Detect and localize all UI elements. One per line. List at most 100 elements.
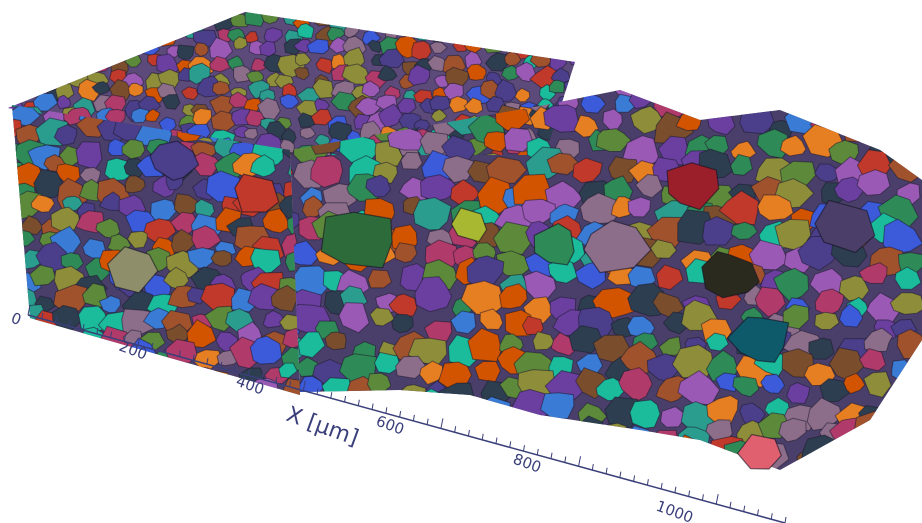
minor-tick: [509, 441, 512, 448]
grain: [312, 12, 334, 27]
minor-tick: [770, 513, 773, 520]
grain: [263, 27, 283, 45]
grain: [8, 81, 17, 99]
grain: [471, 449, 501, 470]
minor-tick: [688, 490, 691, 497]
grain: [452, 12, 473, 14]
minor-tick: [385, 407, 388, 414]
minor-tick: [426, 418, 429, 425]
grain: [498, 12, 519, 21]
grain: [434, 0, 456, 10]
grain: [881, 420, 920, 451]
grain: [56, 359, 89, 385]
grain: [37, 12, 60, 28]
grain: [364, 12, 392, 21]
grain: [657, 65, 683, 87]
grain: [10, 36, 35, 60]
grain: [265, 448, 288, 466]
tick-label: 1000: [654, 497, 696, 523]
minor-tick: [701, 494, 704, 501]
grain: [130, 107, 150, 124]
large-grains: [106, 140, 876, 470]
grain: [262, 208, 292, 234]
grain: [12, 225, 26, 255]
grain: [57, 348, 84, 373]
grain: [177, 0, 196, 8]
minor-tick: [68, 320, 71, 327]
grain: [858, 262, 888, 285]
grain: [109, 13, 128, 32]
grain: [54, 12, 77, 33]
grain: [420, 443, 454, 470]
tick-label: 800: [511, 450, 544, 477]
grain: [786, 381, 811, 405]
grain: [53, 54, 77, 77]
grain: [8, 84, 25, 102]
grain: [543, 104, 580, 133]
grain: [16, 380, 52, 395]
grain: [481, 33, 506, 54]
grain: [658, 336, 682, 356]
grain: [816, 93, 847, 122]
grain: [211, 80, 231, 96]
grain: [377, 64, 398, 82]
grain: [894, 266, 922, 290]
grain: [655, 264, 684, 291]
grain: [55, 378, 77, 395]
grain: [171, 374, 200, 395]
grain: [882, 218, 922, 255]
grain: [379, 12, 397, 24]
grain: [498, 283, 528, 310]
grain: [180, 86, 199, 101]
grain: [469, 29, 493, 47]
grain: [245, 109, 266, 127]
minor-tick: [495, 437, 498, 444]
grain: [324, 12, 354, 15]
grain: [205, 370, 233, 394]
grain: [566, 12, 575, 27]
grain: [213, 391, 238, 395]
grain: [12, 180, 17, 201]
grain: [757, 194, 794, 221]
minor-tick: [41, 312, 44, 319]
grain: [411, 40, 432, 61]
grain: [714, 474, 737, 490]
major-tick: [440, 418, 444, 429]
large-grain: [234, 173, 280, 213]
grain: [377, 103, 405, 128]
grain: [22, 0, 46, 11]
grain: [676, 90, 702, 96]
x-axis-title: X [μm]: [283, 402, 362, 451]
grain: [467, 423, 494, 445]
grain: [549, 12, 566, 17]
grain: [12, 361, 43, 390]
grain: [96, 12, 112, 18]
grain: [53, 124, 78, 146]
grain: [889, 90, 915, 108]
grain: [315, 57, 333, 75]
grain: [539, 392, 575, 420]
grain: [568, 50, 575, 67]
grain: [484, 12, 502, 15]
grain: [565, 26, 575, 47]
grain: [38, 342, 61, 362]
grain: [597, 441, 639, 470]
grain: [291, 447, 321, 468]
minor-tick: [110, 331, 113, 338]
grain: [244, 12, 266, 28]
grain: [655, 460, 688, 470]
grain: [813, 90, 853, 102]
grain: [856, 169, 891, 196]
grain: [124, 175, 146, 194]
minor-tick: [123, 335, 126, 342]
grain: [781, 90, 817, 96]
large-grain: [814, 199, 876, 254]
grain: [139, 25, 161, 41]
grain: [104, 41, 127, 63]
grain: [41, 360, 68, 386]
grain: [838, 90, 867, 112]
minor-tick: [357, 399, 360, 406]
grain: [70, 52, 91, 68]
grain: [858, 447, 886, 470]
